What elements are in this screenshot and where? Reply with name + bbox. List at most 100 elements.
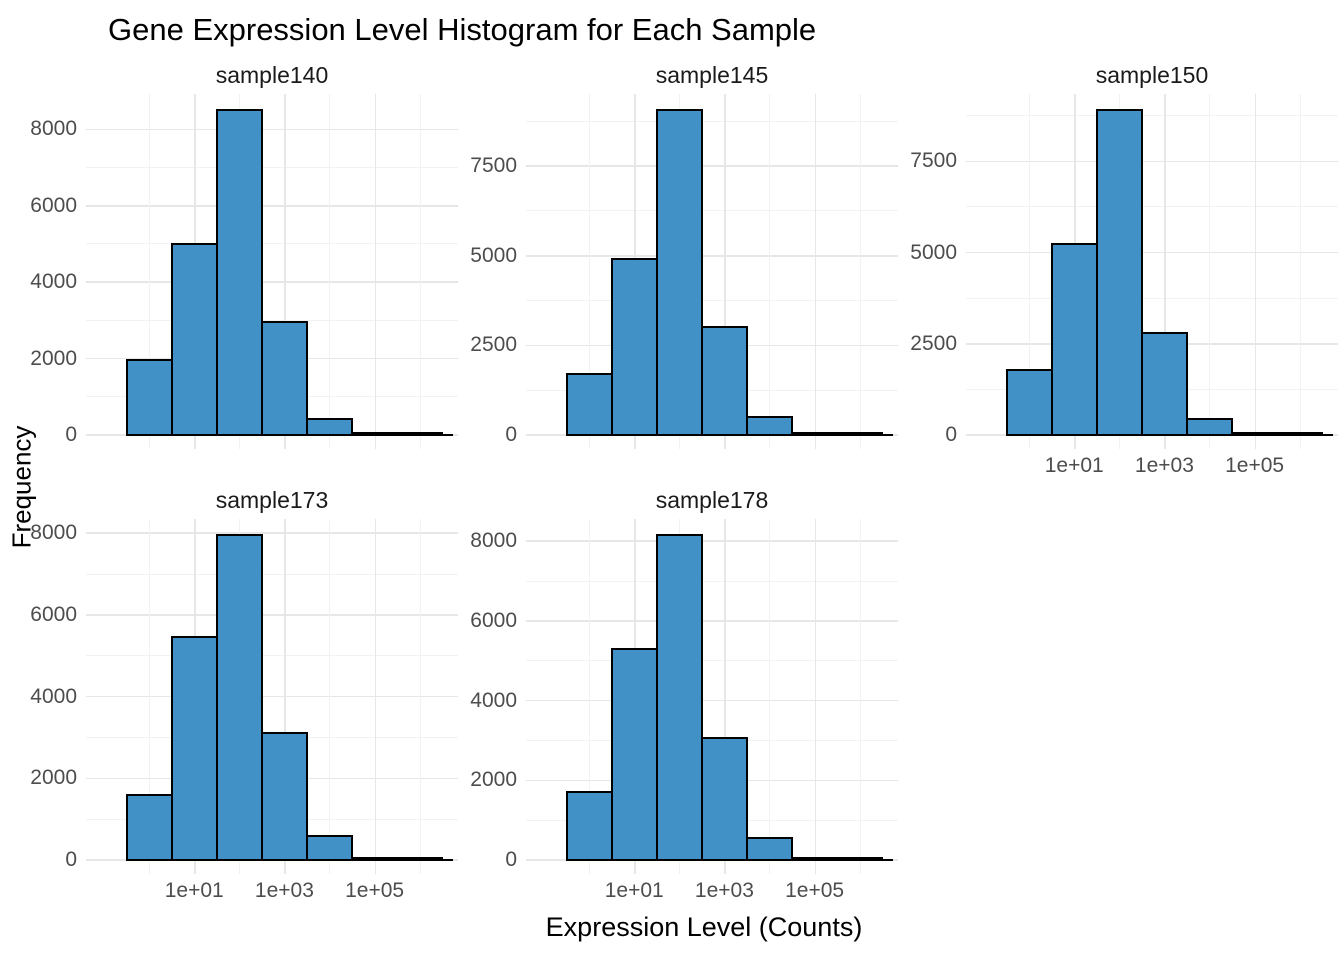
- histogram-bar: [305, 834, 354, 861]
- x-tick-label: 1e+05: [345, 879, 405, 902]
- histogram-bar: [700, 326, 748, 436]
- gridline-major-h: [86, 128, 458, 131]
- histogram-bar: [610, 647, 658, 861]
- gridline-major-v: [284, 519, 286, 874]
- y-tick-label: 2500: [910, 331, 957, 355]
- y-tick-label: 8000: [30, 117, 77, 141]
- histogram-bar: [700, 737, 748, 861]
- zero-line: [1006, 434, 1334, 436]
- gridline-minor-h: [526, 120, 898, 122]
- panel-body: 0 2000 4000 6000 8000: [30, 519, 458, 874]
- gridline-minor-h: [86, 573, 458, 575]
- histogram-bar: [170, 242, 218, 436]
- facet-panel: sample145 0 2500 5000 7500: [470, 58, 898, 479]
- histogram-bar: [260, 321, 308, 436]
- gridline-minor-v: [149, 519, 151, 874]
- panel-body: 0 2000 4000 6000 8000: [470, 519, 898, 874]
- gridline-minor-h: [86, 319, 458, 321]
- zero-line: [126, 434, 454, 436]
- y-tick-label: 5000: [470, 243, 517, 267]
- histogram-bar: [1050, 242, 1098, 436]
- gridline-minor-h: [526, 580, 898, 582]
- gridline-minor-v: [769, 519, 771, 874]
- histogram-bar: [1095, 109, 1143, 436]
- gridline-minor-v: [1029, 94, 1031, 449]
- y-tick-label: 5000: [910, 240, 957, 264]
- histogram-bar: [1005, 369, 1053, 436]
- panel-body: 0 2500 5000 7500: [910, 94, 1338, 449]
- gridline-minor-v: [149, 94, 151, 449]
- y-tick-label: 0: [505, 423, 517, 446]
- facet-grid: sample140 0 2000 4000 6000 8000 sample145 0 2500…: [30, 58, 1338, 904]
- facet-title: sample145: [655, 62, 769, 88]
- panel-body: 0 2500 5000 7500: [470, 94, 898, 449]
- gridline-major-v: [374, 94, 377, 449]
- y-axis-labels: 0 2000 4000 6000 8000: [30, 94, 86, 449]
- histogram-bar: [260, 732, 308, 861]
- y-axis-labels: 0 2500 5000 7500: [910, 94, 966, 449]
- gridline-minor-v: [589, 94, 591, 449]
- gridline-minor-h: [526, 660, 898, 662]
- zero-line: [566, 859, 894, 861]
- y-tick-label: 2000: [30, 346, 77, 370]
- y-tick-label: 4000: [30, 684, 77, 708]
- facet-panel: sample178 0 2000 4000 6000 8000 1e+01 1e+03 1e+0…: [470, 483, 898, 904]
- facet-panel: sample173 0 2000 4000 6000 8000 1e+01 1e+03 1e+0…: [30, 483, 458, 904]
- facet-title: sample173: [215, 487, 329, 513]
- gridline-major-v: [724, 94, 726, 449]
- histogram-bar: [655, 534, 703, 861]
- facet-panel: sample150 0 2500 5000 7500 1e+01 1e+03 1e+05: [910, 58, 1338, 479]
- gridline-major-v: [374, 519, 377, 874]
- y-axis-labels: 0 2000 4000 6000 8000: [30, 519, 86, 874]
- plot-area: [966, 94, 1338, 449]
- histogram-bar: [745, 837, 794, 861]
- y-tick-label: 2500: [470, 333, 517, 357]
- y-tick-label: 7500: [910, 149, 957, 173]
- gridline-major-h: [526, 620, 898, 622]
- x-axis-label-area: 1e+01 1e+03 1e+05: [86, 874, 458, 904]
- gridline-major-h: [526, 699, 898, 702]
- empty-facet-cell: [914, 483, 1338, 904]
- y-tick-label: 0: [945, 423, 957, 446]
- x-axis-title: Expression Level (Counts): [545, 912, 863, 942]
- x-axis-labels: 1e+01 1e+03 1e+05: [34, 874, 458, 904]
- y-tick-label: 6000: [30, 193, 77, 217]
- gridline-minor-h: [966, 297, 1338, 299]
- gridline-major-h: [86, 695, 458, 698]
- plot-area: [86, 519, 458, 874]
- gridline-major-h: [526, 540, 898, 542]
- x-axis-label-area: 1e+01 1e+03 1e+05: [966, 449, 1338, 479]
- y-tick-label: 4000: [30, 270, 77, 294]
- gridline-major-h: [86, 281, 458, 283]
- histogram-bar: [745, 416, 794, 436]
- y-tick-label: 0: [65, 423, 77, 446]
- y-tick-label: 2000: [30, 766, 77, 790]
- gridline-minor-h: [526, 210, 898, 212]
- gridline-major-v: [814, 519, 817, 874]
- x-axis-labels: 1e+01 1e+03 1e+05: [474, 874, 898, 904]
- gridline-minor-h: [86, 655, 458, 657]
- gridline-major-h: [86, 532, 458, 534]
- gridline-major-h: [966, 160, 1338, 163]
- facet-title: sample140: [215, 62, 329, 88]
- y-tick-label: 8000: [470, 529, 517, 553]
- x-tick-label: 1e+05: [785, 879, 845, 902]
- x-tick-label: 1e+01: [1044, 454, 1104, 477]
- y-tick-label: 7500: [470, 154, 517, 178]
- histogram-bar: [565, 791, 613, 861]
- gridline-major-v: [1164, 94, 1166, 449]
- zero-line: [126, 859, 454, 861]
- gridline-minor-v: [419, 94, 421, 449]
- gridline-minor-v: [329, 519, 331, 874]
- gridline-minor-h: [86, 243, 458, 245]
- gridline-major-v: [814, 94, 817, 449]
- panel-body: 0 2000 4000 6000 8000: [30, 94, 458, 449]
- gridline-minor-v: [419, 519, 421, 874]
- y-axis-labels: 0 2500 5000 7500: [470, 94, 526, 449]
- y-tick-label: 2000: [470, 768, 517, 792]
- plot-area: [526, 94, 898, 449]
- x-tick-label: 1e+03: [694, 879, 754, 902]
- gridline-minor-v: [329, 94, 331, 449]
- histogram-bar: [125, 793, 173, 861]
